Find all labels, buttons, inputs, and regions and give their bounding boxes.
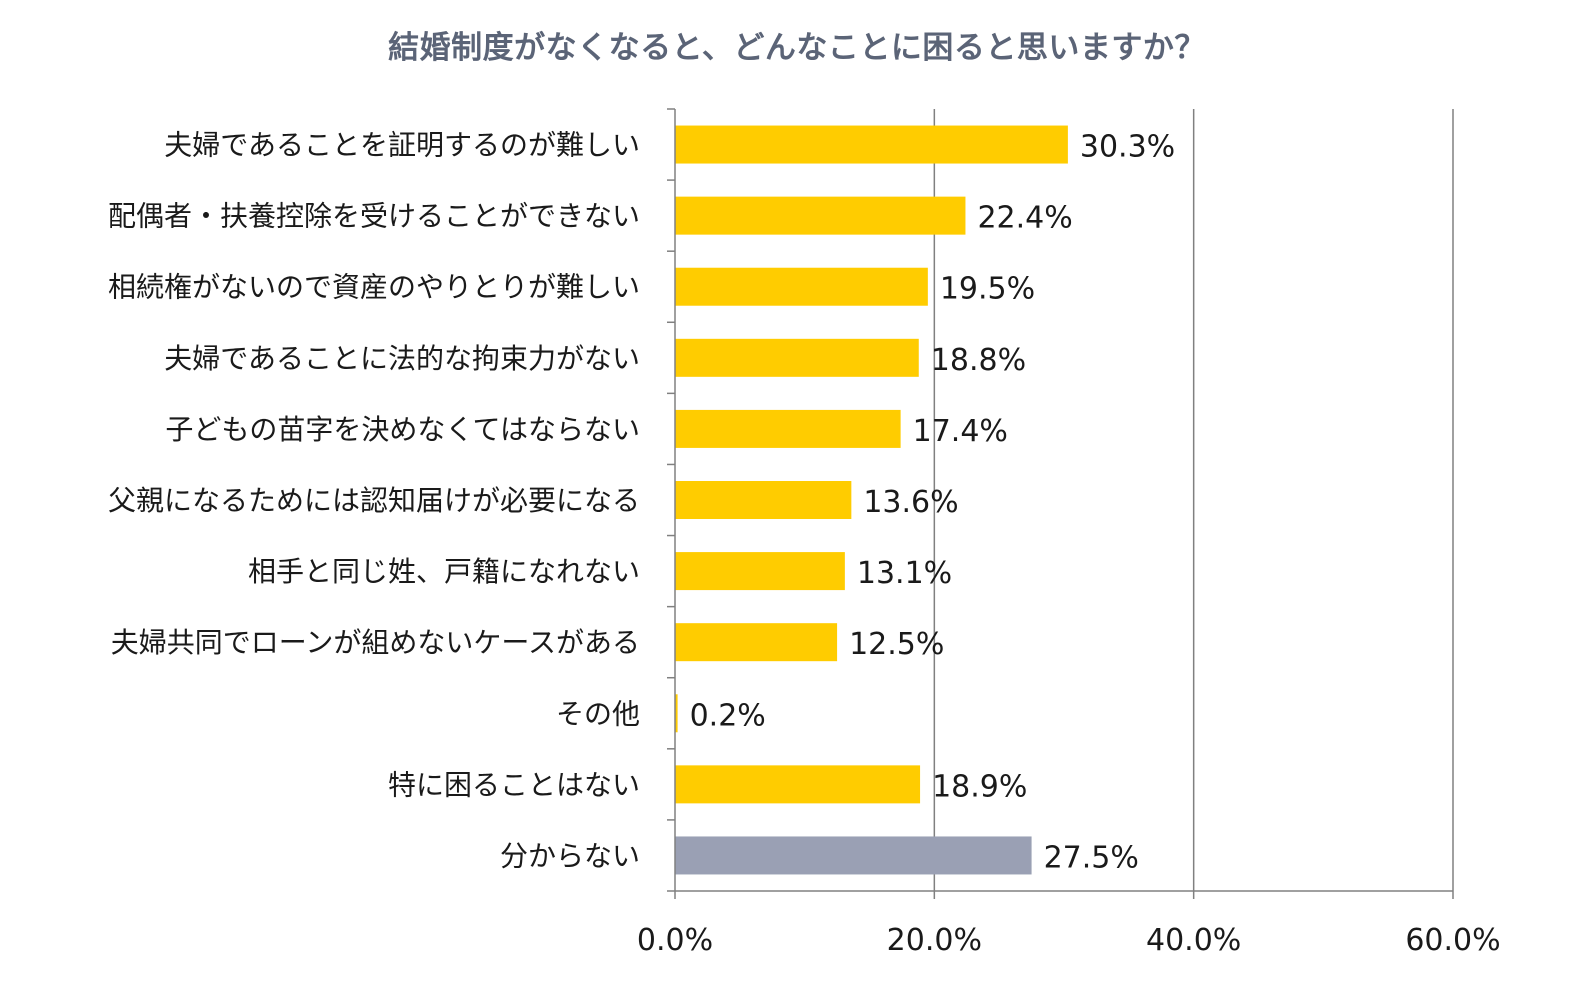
value-label-10: 27.5% bbox=[1044, 840, 1139, 875]
value-label-7: 12.5% bbox=[849, 627, 944, 662]
bar-6 bbox=[675, 552, 845, 591]
x-tick-label-1: 20.0% bbox=[887, 923, 982, 958]
category-label-6: 相手と同じ姓、戸籍になれない bbox=[248, 555, 640, 588]
category-label-4: 子どもの苗字を決めなくてはならない bbox=[165, 413, 640, 446]
category-label-5: 父親になるためには認知届けが必要になる bbox=[108, 484, 640, 517]
value-label-0: 30.3% bbox=[1080, 130, 1175, 165]
value-label-4: 17.4% bbox=[913, 414, 1008, 449]
category-label-10: 分からない bbox=[500, 839, 640, 872]
value-label-6: 13.1% bbox=[857, 556, 952, 591]
bar-9 bbox=[675, 765, 921, 804]
bar-0 bbox=[675, 125, 1068, 164]
category-label-2: 相続権がないので資産のやりとりが難しい bbox=[108, 271, 640, 304]
category-label-8: その他 bbox=[556, 697, 640, 730]
x-tick-label-2: 40.0% bbox=[1146, 923, 1241, 958]
value-label-9: 18.9% bbox=[932, 769, 1027, 804]
category-label-1: 配偶者・扶養控除を受けることができない bbox=[108, 200, 640, 233]
bar-8 bbox=[675, 694, 678, 733]
category-label-3: 夫婦であることに法的な拘束力がない bbox=[164, 342, 640, 375]
bar-10 bbox=[675, 836, 1032, 875]
bar-3 bbox=[675, 338, 919, 377]
value-label-5: 13.6% bbox=[863, 485, 958, 520]
category-label-9: 特に困ることはない bbox=[388, 768, 640, 801]
bar-7 bbox=[675, 623, 838, 662]
bar-5 bbox=[675, 481, 852, 519]
value-label-8: 0.2% bbox=[690, 698, 766, 733]
value-label-1: 22.4% bbox=[977, 201, 1072, 236]
x-tick-label-3: 60.0% bbox=[1405, 923, 1500, 958]
bar-4 bbox=[675, 409, 901, 448]
x-tick-label-0: 0.0% bbox=[637, 923, 713, 958]
bar-2 bbox=[675, 267, 928, 306]
chart-title: 結婚制度がなくなると、どんなことに困ると思いますか？ bbox=[388, 30, 1206, 66]
bar-1 bbox=[675, 196, 966, 235]
category-label-0: 夫婦であることを証明するのが難しい bbox=[164, 129, 640, 162]
category-label-7: 夫婦共同でローンが組めないケースがある bbox=[111, 626, 640, 659]
value-label-3: 18.8% bbox=[931, 343, 1026, 378]
value-label-2: 19.5% bbox=[940, 272, 1035, 307]
